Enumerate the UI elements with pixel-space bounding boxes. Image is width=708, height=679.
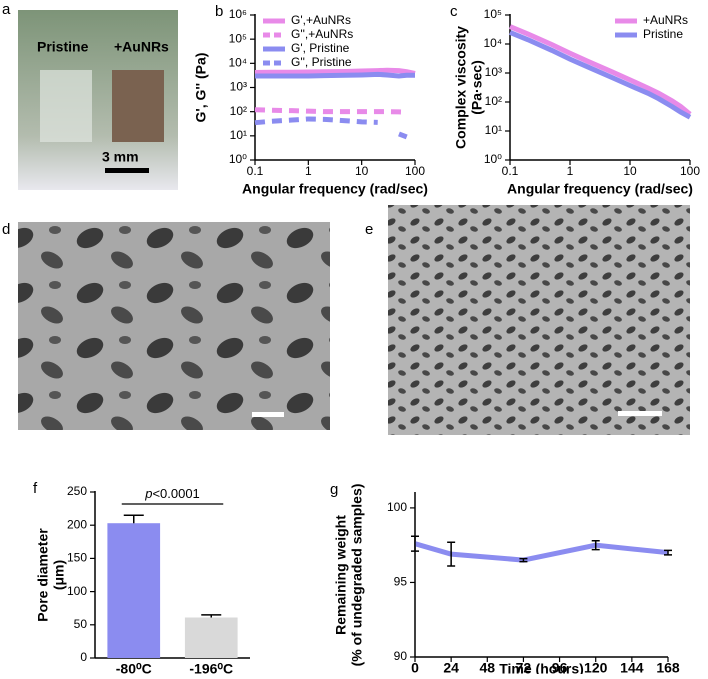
x-tick-label: 0.1 (502, 164, 519, 178)
x-tick-label: 10 (623, 164, 637, 178)
bar (184, 617, 238, 658)
x-tick-label: 96 (552, 660, 568, 674)
annotation-italic: p (144, 486, 152, 501)
y-tick-label: 10⁶ (229, 7, 247, 21)
scale-label: 3 mm (102, 149, 139, 165)
y-tick-label: 0 (80, 650, 87, 664)
annotation: p<0.0001 (144, 486, 200, 501)
legend-label: +AuNRs (643, 13, 688, 27)
y-axis-label: Pore diameter (35, 528, 51, 622)
legend-label: Pristine (643, 27, 683, 41)
y-tick-label: 200 (67, 517, 87, 531)
x-tick-label: 1 (567, 164, 574, 178)
y-tick-label: 10⁵ (484, 7, 502, 21)
panel-letter: c (450, 3, 458, 20)
y-tick-label: 10⁴ (483, 36, 502, 50)
x-tick-label: 1 (305, 164, 312, 178)
y-tick-label: 10⁰ (484, 152, 502, 166)
x-tick-label: -80⁰C (116, 661, 152, 674)
x-tick-label: 0 (411, 660, 419, 674)
series-line (254, 67, 416, 76)
y-tick-label: 95 (394, 575, 408, 589)
panel-letter: e (365, 221, 373, 238)
y-tick-label: 10² (230, 104, 247, 118)
y-tick-label: 10² (485, 94, 502, 108)
y-axis-label: Remaining weight (333, 515, 349, 635)
legend-label: G', Pristine (291, 41, 350, 55)
scale-bar (105, 168, 149, 173)
photo-label: +AuNRs (114, 39, 169, 55)
x-tick-label: 10 (355, 164, 369, 178)
y-axis-label: G', G'' (Pa) (193, 53, 209, 123)
pristine-sample (40, 70, 92, 142)
y-tick-label: 150 (67, 551, 87, 565)
y-tick-label: 10⁰ (229, 152, 247, 166)
series-line (509, 30, 692, 120)
error-bar (591, 539, 600, 551)
series-line (414, 541, 669, 563)
y-tick-label: 100 (387, 500, 407, 514)
y-tick-label: 10¹ (485, 123, 502, 137)
y-tick-label: 10³ (485, 65, 502, 79)
error-bar (447, 541, 456, 567)
error-bar (201, 614, 222, 618)
y-tick-label: 10⁴ (228, 56, 247, 70)
legend-label: G'', Pristine (291, 55, 352, 69)
annotation-text: <0.0001 (152, 486, 199, 501)
series-line (255, 71, 415, 79)
y-tick-label: 10³ (230, 80, 247, 94)
legend-label: G'',+AuNRs (291, 27, 353, 41)
x-axis-label: Time (hours) (499, 661, 584, 674)
y-tick-label: 100 (67, 584, 87, 598)
x-tick-label: -196⁰C (189, 661, 233, 674)
x-tick-label: 72 (516, 660, 532, 674)
series-line (254, 116, 408, 140)
y-tick-label: 10⁵ (229, 31, 247, 45)
photo-label: Pristine (37, 39, 89, 55)
sem-image (18, 222, 330, 430)
error-bar (519, 557, 528, 563)
y-tick-label: 90 (394, 649, 408, 663)
scale-bar (252, 412, 284, 417)
x-tick-label: 100 (680, 164, 700, 178)
y-tick-label: 50 (74, 617, 88, 631)
aunrs-sample (112, 70, 164, 142)
legend-label: G',+AuNRs (291, 13, 351, 27)
panel-letter: g (330, 481, 338, 498)
y-axis-label: (μm) (51, 560, 67, 590)
x-tick-label: 100 (405, 164, 425, 178)
y-axis-label: (Pa·sec) (469, 60, 485, 114)
error-bar (664, 549, 672, 556)
x-tick-label: 24 (443, 660, 459, 674)
panel-letter: f (33, 480, 38, 497)
x-tick-label: 48 (479, 660, 495, 674)
y-axis-label: Complex viscosity (453, 26, 469, 149)
y-axis-label: (% of undegraded samples) (349, 484, 365, 667)
series-line (509, 24, 692, 117)
x-tick-label: 168 (656, 660, 680, 674)
error-bar (411, 535, 419, 552)
sem-image (388, 205, 690, 435)
x-tick-label: 144 (620, 660, 644, 674)
y-tick-label: 10¹ (230, 128, 247, 142)
panel-letter: b (215, 3, 223, 20)
error-bar (123, 514, 144, 524)
x-axis-label: Angular frequency (rad/sec) (507, 181, 693, 197)
panel-letter: a (2, 1, 11, 18)
panel-letter: d (2, 221, 10, 238)
x-tick-label: 120 (584, 660, 608, 674)
x-tick-label: 0.1 (247, 164, 264, 178)
x-axis-label: Angular frequency (rad/sec) (242, 181, 428, 197)
y-tick-label: 250 (67, 484, 87, 498)
series-line (254, 107, 407, 115)
scale-bar (618, 411, 662, 416)
bar (107, 523, 161, 658)
